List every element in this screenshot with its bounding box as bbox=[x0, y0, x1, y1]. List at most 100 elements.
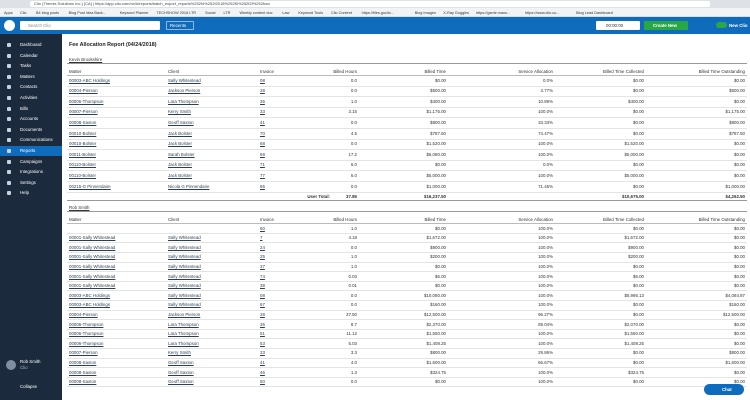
client-cell[interactable]: Sally Whitestead bbox=[168, 273, 201, 279]
invoice-cell[interactable]: 25 bbox=[260, 254, 265, 260]
matter-cell[interactable]: 00010-Bolster bbox=[69, 130, 97, 136]
matter-cell[interactable]: 00004-Pierson bbox=[69, 312, 98, 317]
client-cell[interactable]: Sally Whitestead bbox=[168, 77, 201, 83]
client-cell[interactable]: Jack Bolster bbox=[168, 162, 192, 168]
nav-item[interactable]: Matters bbox=[0, 72, 62, 82]
chat-button[interactable]: Chat bbox=[704, 384, 744, 395]
matter-cell[interactable]: 00001-Sally Whitestead bbox=[69, 244, 116, 250]
client-cell[interactable]: Geoff Saxton bbox=[168, 379, 194, 385]
bookmark[interactable]: Weekly content doc bbox=[239, 10, 273, 15]
invoice-cell[interactable]: 7 bbox=[260, 235, 263, 241]
bookmark[interactable]: TECHSHOW 2018 bbox=[156, 10, 189, 15]
address-field[interactable]: Clio (Themis Solutions Inc.) [CA] | http… bbox=[30, 1, 710, 7]
invoice-cell[interactable]: 70 bbox=[260, 130, 265, 136]
invoice-cell[interactable]: 68 bbox=[260, 141, 265, 147]
client-cell[interactable]: Nicola G Pinnendaire bbox=[168, 183, 210, 189]
client-cell[interactable]: Lara Thompson bbox=[168, 321, 199, 327]
nav-item[interactable]: Campaigns bbox=[0, 157, 62, 167]
invoice-cell[interactable]: 38 bbox=[260, 283, 265, 289]
client-cell[interactable]: Jackson Pierson bbox=[168, 312, 201, 317]
invoice-cell[interactable]: 41 bbox=[260, 119, 265, 125]
matter-cell[interactable]: 00008-Saxton bbox=[69, 360, 97, 365]
client-cell[interactable]: Sarah Bolster bbox=[168, 151, 195, 157]
client-cell[interactable]: Sally Whitestead bbox=[168, 254, 201, 260]
matter-cell[interactable]: 00110-Bolster bbox=[69, 162, 97, 168]
matter-cell[interactable]: 00001-Sally Whitestead bbox=[69, 273, 116, 279]
create-new-button[interactable]: Create New bbox=[644, 21, 688, 30]
bookmark[interactable]: Clio Content bbox=[331, 10, 352, 15]
invoice-cell[interactable]: 71 bbox=[260, 162, 265, 168]
matter-cell[interactable]: 00003-ABC Holdings bbox=[69, 77, 111, 83]
bookmark[interactable]: https://files.goclio... bbox=[361, 10, 394, 15]
nav-item[interactable]: Dashboard bbox=[0, 40, 62, 50]
invoice-cell[interactable]: 41 bbox=[260, 360, 265, 365]
matter-cell[interactable]: 00001-Sally Whitestead bbox=[69, 254, 116, 260]
new-clio-toggle[interactable] bbox=[716, 22, 727, 28]
client-cell[interactable]: Sally Whitestead bbox=[168, 292, 201, 298]
client-cell[interactable]: Sally Whitestead bbox=[168, 283, 201, 289]
bookmark[interactable]: Apps bbox=[4, 10, 13, 15]
bookmark[interactable]: Blog Lead Dashboard bbox=[576, 10, 613, 15]
client-cell[interactable]: Jackson Pierson bbox=[168, 88, 201, 94]
bookmark[interactable]: Blog Post Idea Back... bbox=[68, 10, 106, 15]
invoice-cell[interactable]: 77 bbox=[260, 172, 265, 178]
invoice-cell[interactable]: 28 bbox=[260, 88, 265, 94]
invoice-cell[interactable]: 69 bbox=[260, 151, 265, 157]
client-cell[interactable]: Jack Bolster bbox=[168, 141, 192, 147]
nav-item[interactable]: Documents bbox=[0, 125, 62, 135]
nav-item[interactable]: Bills bbox=[0, 104, 62, 114]
matter-cell[interactable]: 00003-ABC Holdings bbox=[69, 292, 111, 298]
matter-cell[interactable]: 00001-Sally Whitestead bbox=[69, 283, 116, 289]
client-cell[interactable]: Geoff Saxton bbox=[168, 119, 194, 125]
clio-logo[interactable] bbox=[4, 20, 15, 31]
bookmark[interactable]: LTR bbox=[189, 10, 197, 15]
invoice-cell[interactable]: 65 bbox=[260, 183, 265, 189]
client-cell[interactable]: Kerry Smith bbox=[168, 350, 191, 356]
matter-cell[interactable]: 00006-Thompson bbox=[69, 331, 104, 337]
collapse-button[interactable]: Collapse bbox=[20, 384, 38, 389]
client-cell[interactable]: Kerry Smith bbox=[168, 109, 191, 115]
bookmark[interactable]: X-Ray Goggles bbox=[443, 10, 470, 15]
client-cell[interactable]: Geoff Saxton bbox=[168, 360, 194, 365]
search-box[interactable]: Search Clio bbox=[20, 21, 160, 30]
client-cell[interactable]: Sally Whitestead bbox=[168, 264, 201, 269]
client-cell[interactable]: Sally Whitestead bbox=[168, 235, 201, 241]
bookmark[interactable]: Social bbox=[205, 10, 216, 15]
bookmark[interactable]: https://www.clio.co... bbox=[525, 10, 560, 15]
invoice-cell[interactable]: 37 bbox=[260, 264, 265, 269]
invoice-cell[interactable]: 08 bbox=[260, 292, 265, 298]
invoice-cell[interactable]: 50 bbox=[260, 379, 265, 385]
client-cell[interactable]: Geoff Saxton bbox=[168, 369, 194, 375]
bookmark[interactable]: Blog Images bbox=[414, 10, 436, 15]
invoice-cell[interactable]: 46 bbox=[260, 369, 265, 375]
nav-item[interactable]: Help bbox=[0, 188, 62, 198]
matter-cell[interactable]: 00215-G Pinnendaire bbox=[69, 183, 111, 189]
bookmark[interactable]: Clio bbox=[20, 10, 27, 15]
nav-item[interactable]: Settings bbox=[0, 178, 62, 188]
matter-cell[interactable]: 00001-Sally Whitestead bbox=[69, 235, 116, 241]
bookmark[interactable]: B4 blog posts bbox=[36, 10, 60, 15]
invoice-cell[interactable]: 28 bbox=[260, 312, 265, 317]
matter-cell[interactable]: 00006-Thompson bbox=[69, 321, 104, 327]
nav-item[interactable]: Calendar bbox=[0, 51, 62, 61]
client-cell[interactable]: Sally Whitestead bbox=[168, 244, 201, 250]
nav-item[interactable]: Activities bbox=[0, 93, 62, 103]
timer[interactable]: 00:00:00 bbox=[596, 21, 640, 30]
invoice-cell[interactable]: 60 bbox=[260, 225, 265, 231]
bookmark[interactable]: Keyword Tools bbox=[298, 10, 323, 15]
bookmark[interactable]: Law bbox=[282, 10, 290, 15]
invoice-cell[interactable]: 53 bbox=[260, 340, 265, 346]
invoice-cell[interactable]: 24 bbox=[260, 244, 265, 250]
matter-cell[interactable]: 00008-Saxton bbox=[69, 119, 97, 125]
matter-cell[interactable]: 00003-ABC Holdings bbox=[69, 302, 111, 308]
matter-cell[interactable]: 00006-Thompson bbox=[69, 340, 104, 346]
bookmark[interactable]: LTR bbox=[223, 10, 231, 15]
invoice-cell[interactable]: 67 bbox=[260, 302, 265, 308]
matter-cell[interactable]: 00008-Saxton bbox=[69, 379, 97, 385]
matter-cell[interactable]: 00004-Pierson bbox=[69, 88, 98, 94]
client-cell[interactable]: Lara Thompson bbox=[168, 340, 199, 346]
invoice-cell[interactable]: 36 bbox=[260, 98, 265, 104]
bookmark[interactable]: https://gsmtr.manu... bbox=[475, 10, 511, 15]
invoice-cell[interactable]: 36 bbox=[260, 321, 265, 327]
nav-item[interactable]: Integrations bbox=[0, 167, 62, 177]
